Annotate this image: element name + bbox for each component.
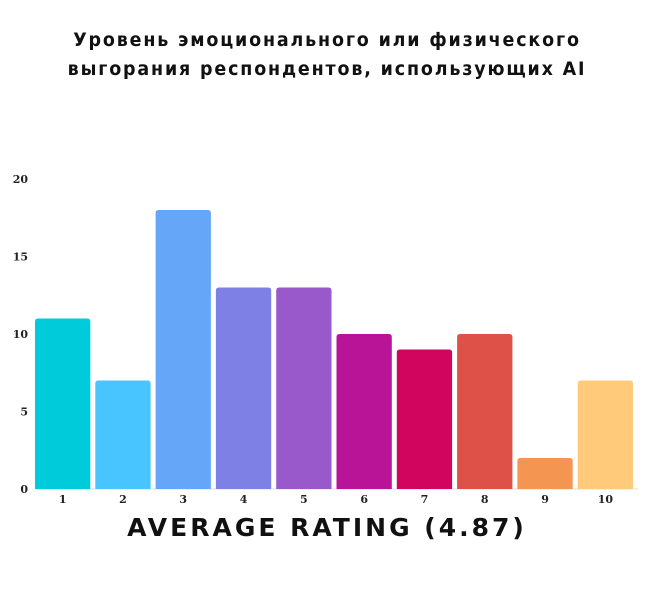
bar-1	[35, 318, 91, 489]
chart-title: Уровень эмоционального или физического в…	[26, 26, 628, 84]
bar-2	[95, 380, 151, 489]
x-tick-label: 7	[421, 493, 429, 506]
x-tick-label: 2	[119, 493, 127, 506]
bar-7	[396, 349, 453, 489]
x-axis-label: AVERAGE RATING (4.87)	[127, 513, 527, 542]
y-tick-label: 5	[20, 406, 28, 419]
bar-9	[517, 458, 573, 489]
x-tick-label: 3	[179, 493, 187, 506]
y-tick-label: 10	[13, 328, 29, 341]
y-tick-label: 15	[13, 251, 28, 264]
x-tick-label: 4	[240, 493, 248, 506]
bar-5	[276, 287, 332, 489]
x-tick-label: 8	[481, 493, 489, 506]
x-tick-label: 1	[59, 493, 67, 506]
chart-title-line-2: выгорания респондентов, использующих AI	[67, 58, 587, 80]
bar-10	[577, 380, 633, 489]
y-tick-label: 0	[20, 483, 28, 496]
bar-4	[215, 287, 272, 489]
x-tick-label: 10	[598, 493, 614, 506]
y-tick-label: 20	[13, 173, 29, 186]
bar-6	[336, 334, 392, 489]
bar-8	[457, 334, 513, 489]
x-tick-label: 9	[541, 493, 549, 506]
chart-title-line-1: Уровень эмоционального или физического	[73, 29, 581, 51]
bar-3	[155, 210, 211, 489]
x-tick-label: 6	[360, 493, 368, 506]
x-tick-label: 5	[300, 493, 308, 506]
